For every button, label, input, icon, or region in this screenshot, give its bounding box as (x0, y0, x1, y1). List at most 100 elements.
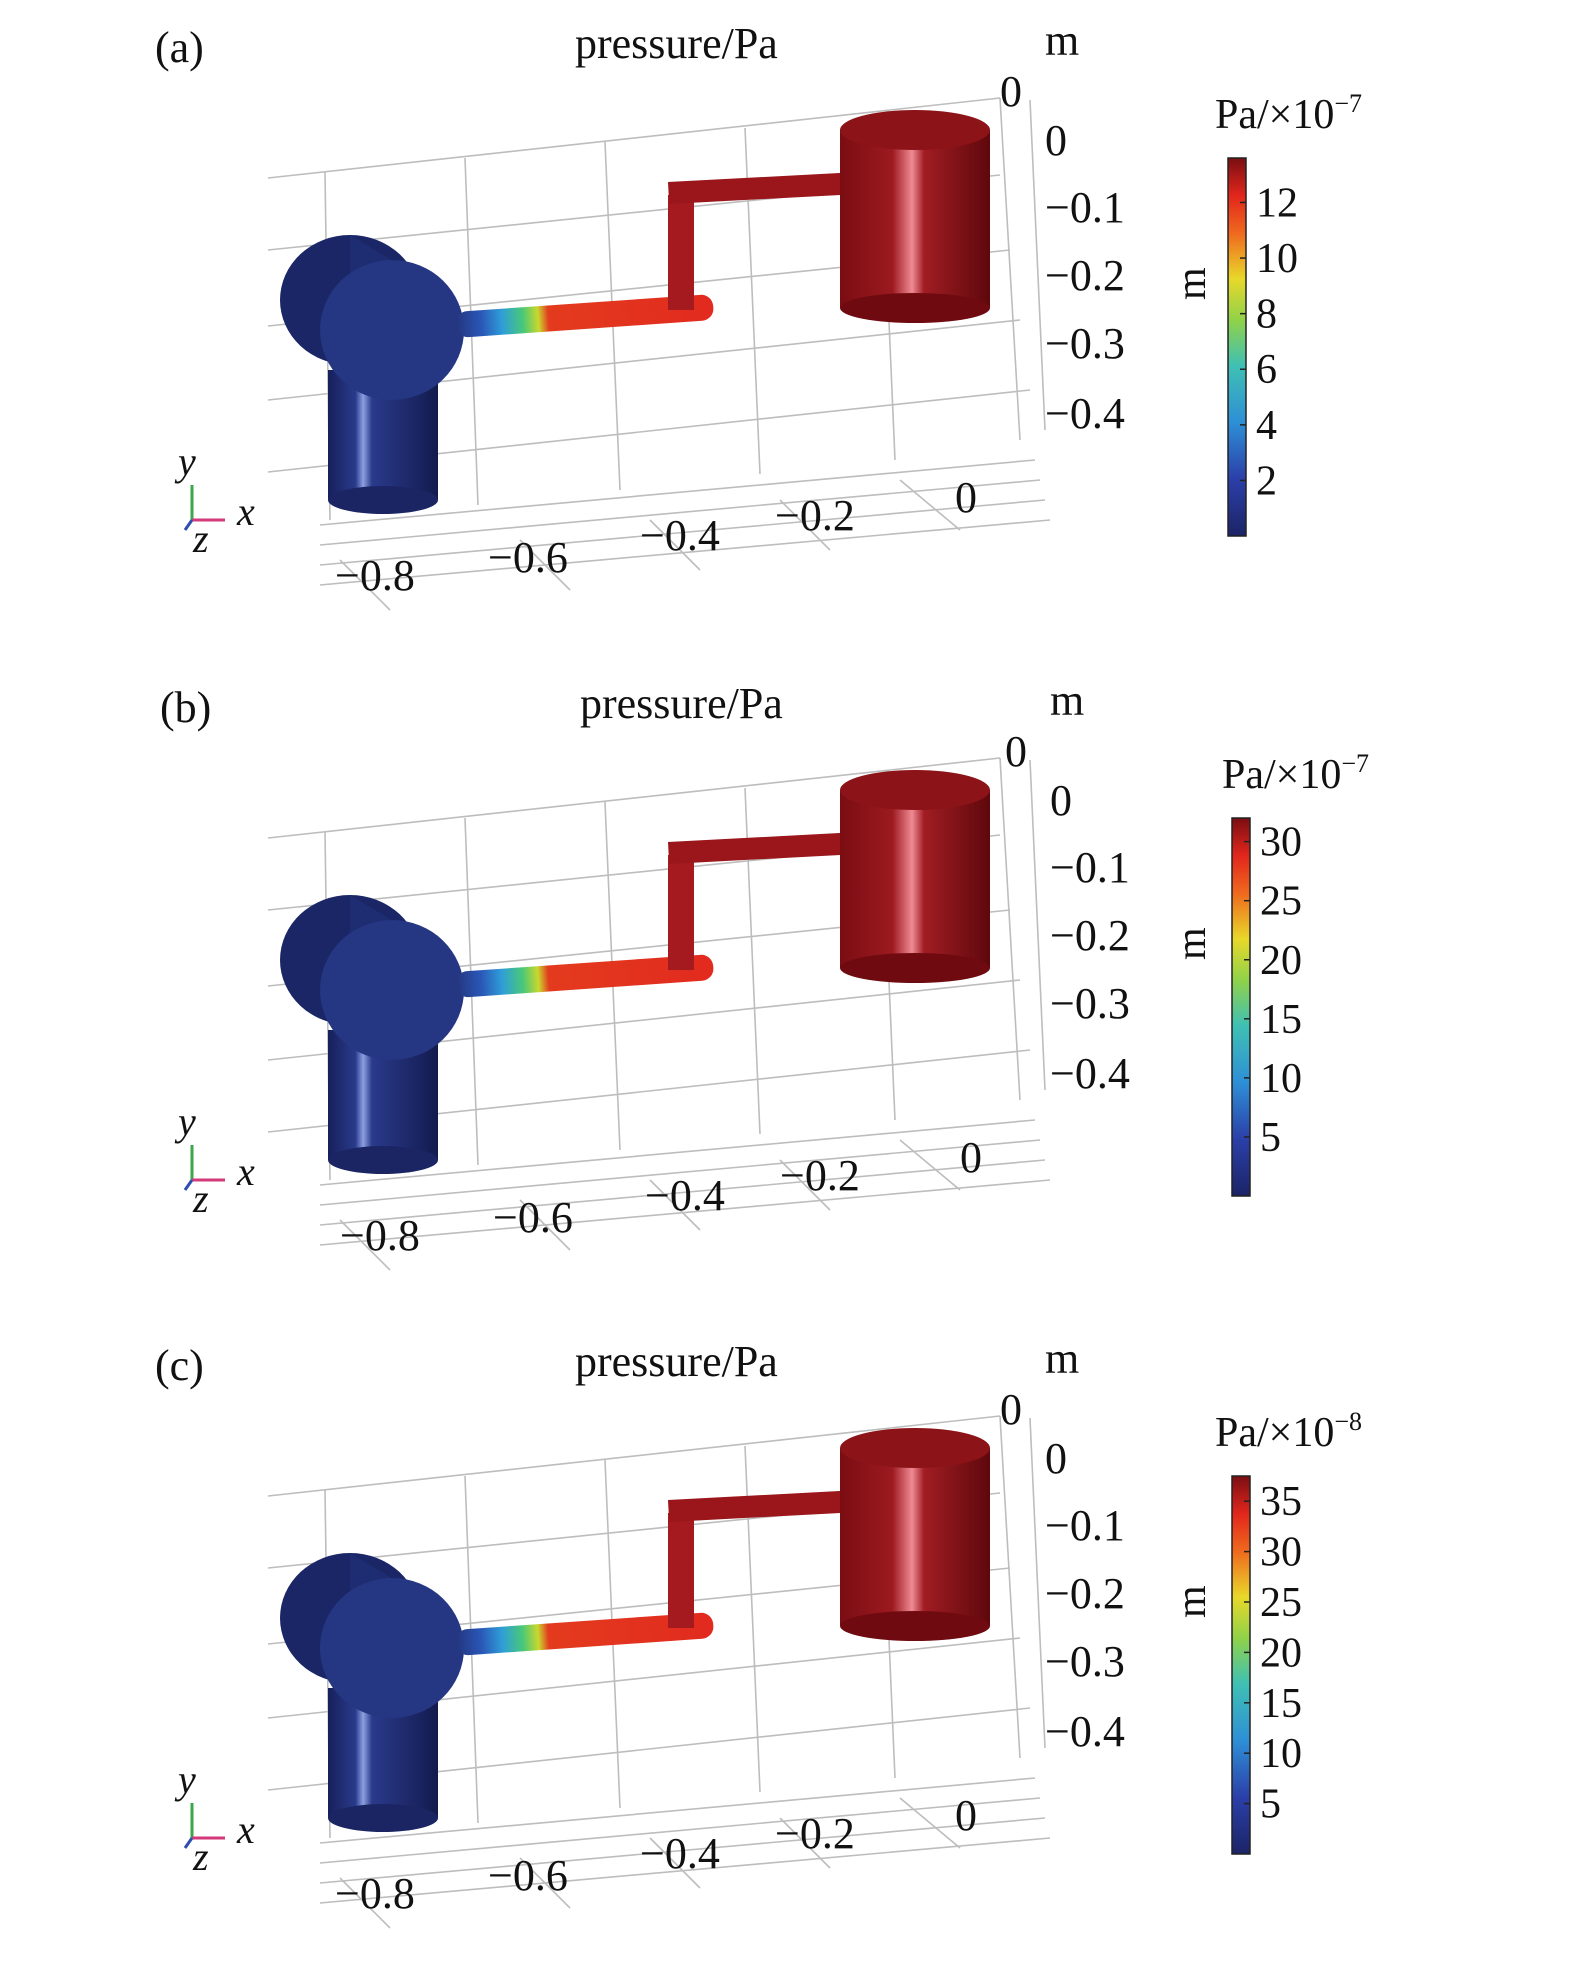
axis-label-x: x (236, 1807, 255, 1852)
x-tick-label: −0.2 (775, 1809, 855, 1858)
axis-label-y: y (174, 1757, 196, 1802)
colorbar: Pa/×10−7 30 25 20 15 10 5 (1222, 749, 1369, 1197)
panel-title: pressure/Pa (575, 1337, 778, 1386)
x-tick-labels: −0.8 −0.6 −0.4 −0.2 0 (340, 1133, 982, 1260)
colorbar-unit: Pa/×10 (1222, 752, 1341, 798)
colorbar-tick-label: 25 (1260, 879, 1302, 925)
panel-title: pressure/Pa (580, 679, 783, 728)
x-tick-label: 0 (955, 1791, 977, 1840)
y-tick-label: −0.4 (1045, 389, 1125, 438)
colorbar-tick-label: 12 (1256, 180, 1298, 226)
y-tick-labels: 0 −0.1 −0.2 −0.3 −0.4 (1045, 1434, 1125, 1756)
colorbar-tick-label: 5 (1260, 1115, 1281, 1161)
y-tick-label: −0.1 (1045, 183, 1125, 232)
x-tick-label: −0.2 (775, 491, 855, 540)
x-tick-label: 0 (960, 1133, 982, 1182)
axis-label-x: x (236, 1149, 255, 1194)
x-tick-label: −0.6 (488, 533, 568, 582)
axis-label-x: x (236, 489, 255, 534)
svg-text:Pa/×10−8: Pa/×10−8 (1215, 1407, 1362, 1456)
model-geometry (280, 110, 990, 514)
y-tick-label: −0.3 (1045, 1637, 1125, 1686)
unit-top: m (1045, 16, 1079, 65)
model-geometry (280, 770, 990, 1174)
y-tick-label: −0.2 (1050, 911, 1130, 960)
y-tick-labels: 0 −0.1 −0.2 −0.3 −0.4 (1050, 776, 1130, 1098)
x-tick-label: −0.4 (640, 1829, 720, 1878)
panel-label: (c) (155, 1341, 204, 1390)
panel-b: y x z (b) pressure/Pa m 0 0 −0.1 −0.2 −0… (0, 660, 1575, 1306)
colorbar-tick-label: 20 (1260, 1630, 1302, 1676)
unit-side: m (1169, 1585, 1215, 1618)
colorbar-tick-label: 8 (1256, 292, 1277, 338)
colorbar-tick-label: 2 (1256, 458, 1277, 504)
colorbar-exponent: −7 (1334, 89, 1362, 118)
x-tick-label: −0.4 (640, 511, 720, 560)
y-tick-label: −0.4 (1045, 1707, 1125, 1756)
x-tick-label: 0 (955, 473, 977, 522)
colorbar-gradient (1231, 1475, 1251, 1855)
colorbar-tick-label: 10 (1260, 1056, 1302, 1102)
top-zero-label: 0 (1005, 727, 1027, 776)
axis-triad: y x z (174, 1757, 255, 1879)
axis-label-z: z (192, 1176, 209, 1221)
colorbar-tick-label: 30 (1260, 820, 1302, 866)
y-tick-label: −0.3 (1045, 319, 1125, 368)
figure-svg: y x z (a) pressure/Pa m 0 0 −0.1 −0.2 −0… (155, 16, 1362, 611)
unit-top: m (1050, 676, 1084, 725)
colorbar-unit: Pa/×10 (1215, 1410, 1334, 1456)
y-tick-label: −0.4 (1050, 1049, 1130, 1098)
colorbar-tick-label: 10 (1260, 1731, 1302, 1777)
panel-c: y x z (c) pressure/Pa m 0 0 −0.1 −0.2 −0… (0, 1318, 1575, 1964)
panel-a: y x z (a) pressure/Pa m 0 0 −0.1 −0.2 −0… (0, 0, 1575, 646)
unit-top: m (1045, 1334, 1079, 1383)
unit-side: m (1169, 267, 1215, 300)
svg-text:Pa/×10−7: Pa/×10−7 (1215, 89, 1362, 138)
colorbar-gradient (1231, 817, 1251, 1197)
colorbar-exponent: −7 (1341, 749, 1369, 778)
colorbar-tick-label: 35 (1260, 1479, 1302, 1525)
axis-triad: y x z (174, 439, 255, 561)
x-tick-labels: −0.8 −0.6 −0.4 −0.2 0 (335, 473, 977, 600)
x-tick-label: −0.2 (780, 1151, 860, 1200)
y-tick-label: −0.2 (1045, 251, 1125, 300)
panel-label: (b) (160, 683, 211, 732)
colorbar: Pa/×10−7 12 10 8 6 4 2 (1215, 89, 1362, 537)
x-tick-label: −0.8 (335, 551, 415, 600)
colorbar-unit: Pa/×10 (1215, 92, 1334, 138)
x-tick-label: −0.6 (488, 1851, 568, 1900)
panel-title: pressure/Pa (575, 19, 778, 68)
x-tick-label: −0.4 (645, 1171, 725, 1220)
y-tick-label: 0 (1050, 776, 1072, 825)
top-zero-label: 0 (1000, 1385, 1022, 1434)
y-tick-labels: 0 −0.1 −0.2 −0.3 −0.4 (1045, 116, 1125, 438)
y-tick-label: −0.3 (1050, 979, 1130, 1028)
unit-side: m (1169, 927, 1215, 960)
colorbar-tick-label: 25 (1260, 1580, 1302, 1626)
colorbar-tick-label: 15 (1260, 1681, 1302, 1727)
axis-label-y: y (174, 439, 196, 484)
colorbar-ticks: 12 10 8 6 4 2 (1240, 180, 1298, 504)
y-tick-label: 0 (1045, 116, 1067, 165)
colorbar-tick-label: 6 (1256, 347, 1277, 393)
colorbar-tick-label: 20 (1260, 938, 1302, 984)
colorbar-tick-label: 5 (1260, 1782, 1281, 1828)
figure-svg: y x z (b) pressure/Pa m 0 0 −0.1 −0.2 −0… (160, 676, 1369, 1271)
axis-triad: y x z (174, 1099, 255, 1221)
svg-text:Pa/×10−7: Pa/×10−7 (1222, 749, 1369, 798)
figure-svg: y x z (c) pressure/Pa m 0 0 −0.1 −0.2 −0… (155, 1334, 1362, 1929)
top-zero-label: 0 (1000, 67, 1022, 116)
colorbar-ticks: 30 25 20 15 10 5 (1244, 820, 1302, 1161)
colorbar-tick-label: 30 (1260, 1530, 1302, 1576)
y-tick-label: 0 (1045, 1434, 1067, 1483)
y-tick-label: −0.1 (1045, 1501, 1125, 1550)
y-tick-label: −0.2 (1045, 1569, 1125, 1618)
model-geometry (280, 1428, 990, 1832)
colorbar-exponent: −8 (1334, 1407, 1362, 1436)
y-tick-label: −0.1 (1050, 843, 1130, 892)
colorbar-gradient (1227, 157, 1247, 537)
axis-label-y: y (174, 1099, 196, 1144)
axis-label-z: z (192, 516, 209, 561)
x-tick-label: −0.8 (340, 1211, 420, 1260)
